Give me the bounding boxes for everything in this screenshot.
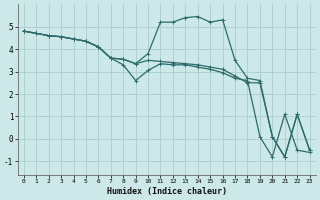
X-axis label: Humidex (Indice chaleur): Humidex (Indice chaleur) [107, 187, 227, 196]
